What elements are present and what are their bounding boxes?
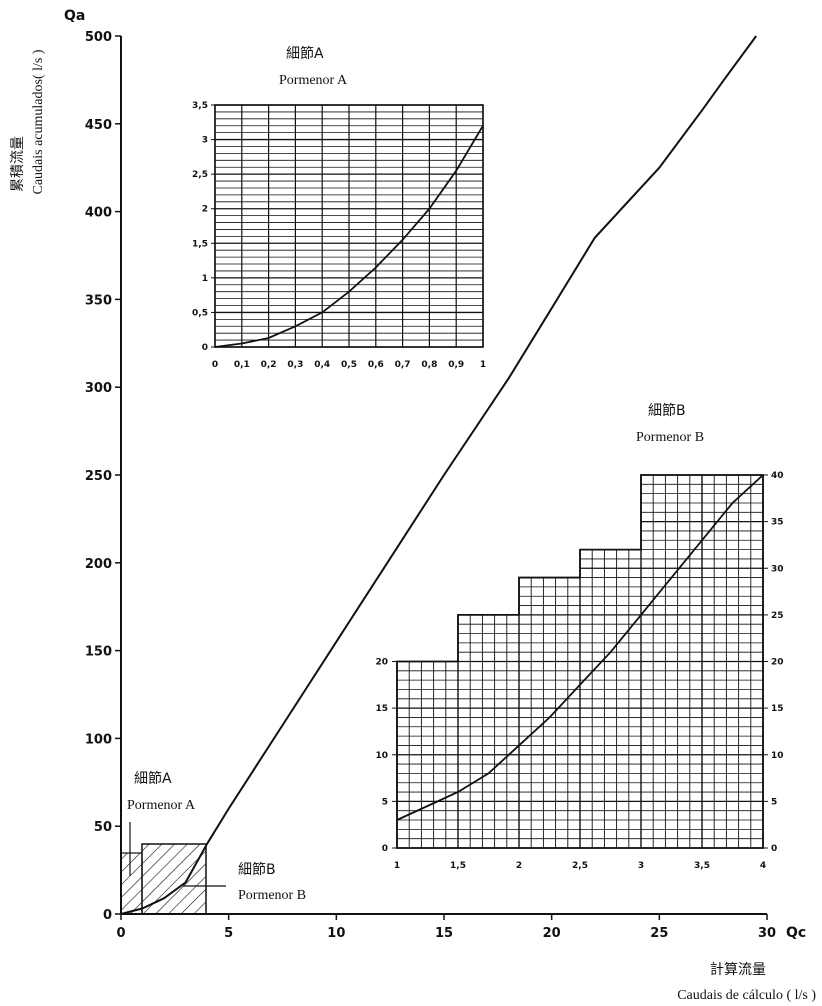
inset-b-right-tick-label: 5	[771, 797, 777, 807]
inset-a-x-tick-label: 0,3	[287, 360, 303, 370]
y-axis-symbol: Qa	[64, 8, 85, 24]
inset-b-title-cn: 細節B	[648, 402, 686, 419]
x-tick-label: 15	[435, 926, 453, 941]
x-tick-label: 10	[327, 926, 345, 941]
y-tick-label: 100	[85, 732, 112, 747]
inset-a-x-tick-label: 1	[480, 360, 486, 370]
inset-b-x-tick-label: 1,5	[450, 861, 466, 871]
inset-a-y-tick-label: 0,5	[192, 308, 208, 318]
y-tick-label: 150	[85, 645, 112, 660]
inset-b-x-tick-label: 2,5	[572, 861, 588, 871]
inset-b-x-tick-label: 1	[394, 861, 400, 871]
detail-a-label: Pormenor A	[127, 798, 196, 813]
inset-b-right-tick-label: 15	[771, 704, 784, 714]
inset-a-x-tick-label: 0,4	[314, 360, 330, 370]
main-series-line	[120, 35, 758, 915]
inset-a-x-tick-label: 0,5	[341, 360, 357, 370]
inset-b-x-tick-label: 3,5	[694, 861, 710, 871]
y-tick-label: 350	[85, 293, 112, 308]
inset-b-x-tick-label: 4	[760, 861, 766, 871]
inset-b-x-tick-label: 2	[516, 861, 522, 871]
inset-a-y-tick-label: 2,5	[192, 170, 208, 180]
y-tick-label: 50	[94, 820, 112, 835]
inset-b-series-line	[396, 474, 764, 821]
x-axis-title-cn: 計算流量	[710, 962, 766, 978]
y-axis-title: Caudais acumulados( l/s )	[31, 49, 46, 194]
inset-b-left-tick-label: 0	[382, 844, 388, 854]
inset-b-right-tick-label: 40	[771, 471, 784, 481]
inset-b-right-tick-label: 35	[771, 518, 784, 528]
y-axis-title-cn: 累積流量	[10, 136, 26, 192]
detail-b-label-cn: 細節B	[238, 861, 276, 878]
x-tick-label: 0	[116, 926, 125, 941]
inset-b-right-tick-label: 25	[771, 611, 784, 621]
inset-a-y-tick-label: 1,5	[192, 239, 208, 249]
inset-a-title: Pormenor A	[279, 73, 348, 88]
inset-b-left-tick-label: 15	[375, 704, 388, 714]
y-tick-label: 450	[85, 118, 112, 133]
detail-a-label-cn: 細節A	[134, 770, 172, 787]
inset-b-right-tick-label: 10	[771, 751, 784, 761]
inset-b-right-tick-label: 20	[771, 658, 784, 668]
x-axis-symbol: Qc	[786, 925, 806, 941]
x-tick-label: 5	[224, 926, 233, 941]
inset-a-x-tick-label: 0,9	[448, 360, 464, 370]
inset-b-title: Pormenor B	[636, 430, 704, 445]
x-tick-label: 30	[758, 926, 776, 941]
inset-b-right-tick-label: 30	[771, 564, 784, 574]
x-tick-label: 25	[650, 926, 668, 941]
inset-a-series-line	[214, 125, 484, 348]
inset-a-x-tick-label: 0,8	[421, 360, 437, 370]
inset-b-left-tick-label: 20	[375, 658, 388, 668]
y-tick-label: 250	[85, 469, 112, 484]
inset-b-left-tick-label: 5	[382, 797, 388, 807]
inset-b-right-tick-label: 0	[771, 844, 777, 854]
inset-a-y-tick-label: 2	[202, 205, 208, 215]
inset-a-y-tick-label: 3	[202, 136, 208, 146]
x-tick-label: 20	[543, 926, 561, 941]
inset-a-x-tick-label: 0,7	[395, 360, 411, 370]
inset-a-y-tick-label: 0	[202, 343, 208, 353]
detail-b-box	[141, 843, 207, 915]
inset-a-title-cn: 細節A	[286, 45, 324, 62]
inset-b-left-tick-label: 10	[375, 751, 388, 761]
inset-a-x-tick-label: 0,2	[261, 360, 277, 370]
inset-b-chart: 0 5 10 15 20 0 5 10 15 20 25 30 35 40 1 1,5 2 2,5 3 3,5 4	[375, 471, 783, 871]
y-tick-label: 300	[85, 381, 112, 396]
inset-a-frame	[214, 104, 484, 348]
inset-a-x-tick-label: 0,1	[234, 360, 250, 370]
inset-b-x-tick-label: 3	[638, 861, 644, 871]
detail-b-label: Pormenor B	[238, 888, 306, 903]
inset-a-chart: 0 0,5 1 1,5 2 2,5 3 3,5 0 0,1 0,2 0,3 0,4 0,5 0,6 0,7 0,…	[192, 101, 486, 370]
inset-a-x-tick-label: 0	[212, 360, 218, 370]
inset-a-y-tick-label: 1	[202, 274, 208, 284]
inset-a-y-tick-label: 3,5	[192, 101, 208, 111]
y-tick-label: 0	[103, 908, 112, 923]
detail-a-box	[120, 852, 143, 915]
y-tick-label: 400	[85, 206, 112, 221]
inset-a-x-tick-label: 0,6	[368, 360, 384, 370]
y-tick-label: 200	[85, 557, 112, 572]
x-axis-title: Caudais de cálculo ( l/s )	[677, 988, 816, 1003]
y-tick-label: 500	[85, 30, 112, 45]
